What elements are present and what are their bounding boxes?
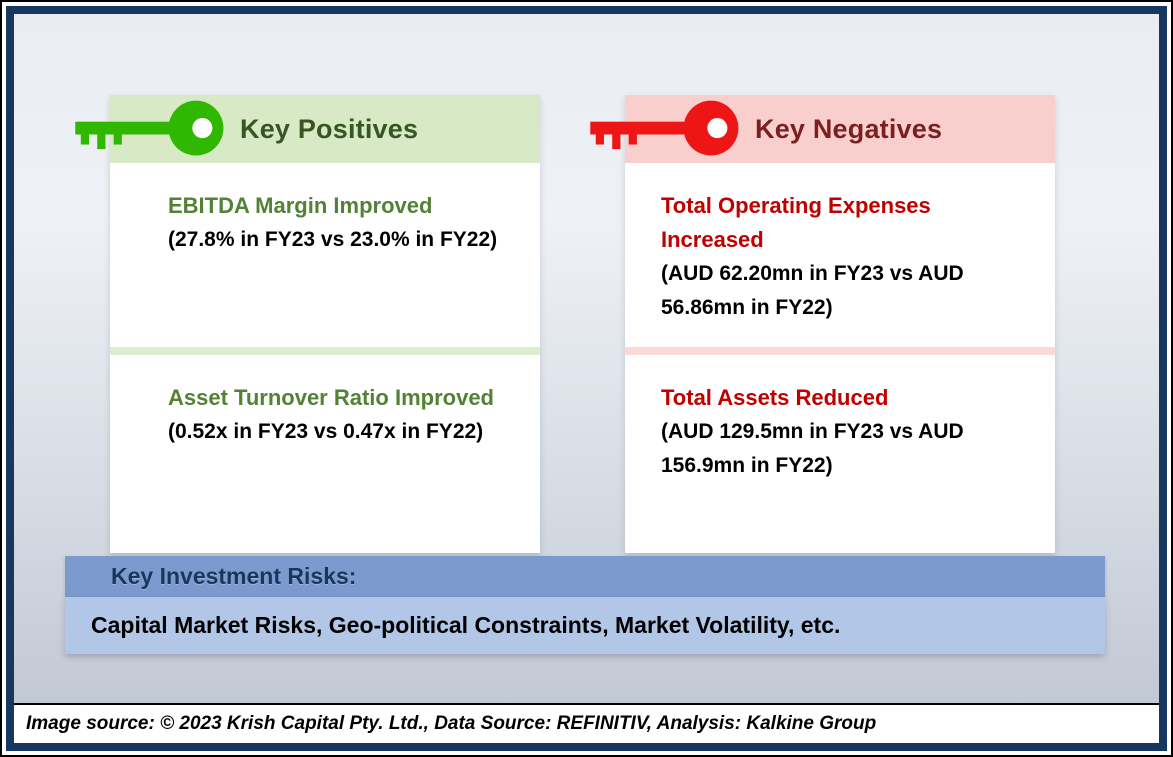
key-investment-risks-header: Key Investment Risks: [65,556,1105,597]
positive-item-title: EBITDA Margin Improved [168,193,433,218]
positive-divider [110,347,540,355]
green-key-icon [75,100,224,156]
key-negatives-column: Key Negatives Total Operating Expenses I… [590,95,1055,553]
negative-divider [625,347,1055,355]
key-positives-title: Key Positives [240,113,419,144]
positive-item-detail: (27.8% in FY23 vs 23.0% in FY22) [168,228,498,251]
negative-item-card: Total Assets Reduced (AUD 129.5mn in FY2… [625,355,1055,553]
positive-item-detail: (0.52x in FY23 vs 0.47x in FY22) [168,420,484,443]
key-positives-header: Key Positives [75,95,540,163]
negative-item-detail: (AUD 129.5mn in FY23 vs AUD 156.9mn in F… [661,420,964,477]
negative-item-card: Total Operating Expenses Increased (AUD … [625,163,1055,347]
inner-border: Key Positives EBITDA Margin Improved (27… [6,6,1167,751]
main-content: Key Positives EBITDA Margin Improved (27… [14,14,1159,703]
negative-item-detail: (AUD 62.20mn in FY23 vs AUD 56.86mn in F… [661,262,964,319]
key-negatives-header: Key Negatives [590,95,1055,163]
risks-content-text: Capital Market Risks, Geo-political Cons… [91,612,841,638]
positive-item-title: Asset Turnover Ratio Improved [168,385,494,410]
footer-bar: Image source: © 2023 Krish Capital Pty. … [14,703,1159,743]
negative-item-title: Total Assets Reduced [661,385,889,410]
risks-header-label: Key Investment Risks: [111,563,357,589]
image-source-attribution: Image source: © 2023 Krish Capital Pty. … [26,713,877,734]
key-investment-risks-body: Capital Market Risks, Geo-political Cons… [65,597,1105,654]
key-negatives-title: Key Negatives [755,113,943,144]
negative-item-title: Total Operating Expenses Increased [661,193,931,252]
red-key-icon [590,100,739,156]
key-positives-column: Key Positives EBITDA Margin Improved (27… [75,95,540,553]
positive-item-card: EBITDA Margin Improved (27.8% in FY23 vs… [110,163,540,347]
positive-item-card: Asset Turnover Ratio Improved (0.52x in … [110,355,540,553]
